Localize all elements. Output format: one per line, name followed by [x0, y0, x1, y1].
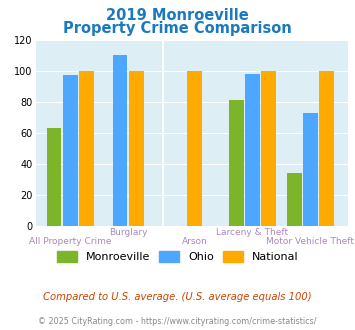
Legend: Monroeville, Ohio, National: Monroeville, Ohio, National	[53, 247, 302, 267]
Bar	[79, 71, 94, 226]
Bar	[261, 71, 276, 226]
Bar	[129, 71, 144, 226]
Bar	[286, 173, 301, 226]
Text: 2019 Monroeville: 2019 Monroeville	[106, 8, 249, 23]
Text: All Property Crime: All Property Crime	[29, 237, 111, 246]
Text: Compared to U.S. average. (U.S. average equals 100): Compared to U.S. average. (U.S. average …	[43, 292, 312, 302]
Bar	[245, 74, 260, 226]
Bar	[47, 128, 61, 226]
Text: Larceny & Theft: Larceny & Theft	[217, 228, 289, 237]
Bar	[187, 71, 202, 226]
Bar	[113, 55, 127, 226]
Bar	[63, 75, 78, 226]
Text: Burglary: Burglary	[109, 228, 147, 237]
Text: Motor Vehicle Theft: Motor Vehicle Theft	[266, 237, 354, 246]
Text: Property Crime Comparison: Property Crime Comparison	[63, 21, 292, 36]
Text: © 2025 CityRating.com - https://www.cityrating.com/crime-statistics/: © 2025 CityRating.com - https://www.city…	[38, 317, 317, 326]
Bar	[303, 113, 318, 226]
Bar	[319, 71, 334, 226]
Bar	[229, 100, 244, 226]
Text: Arson: Arson	[182, 237, 207, 246]
